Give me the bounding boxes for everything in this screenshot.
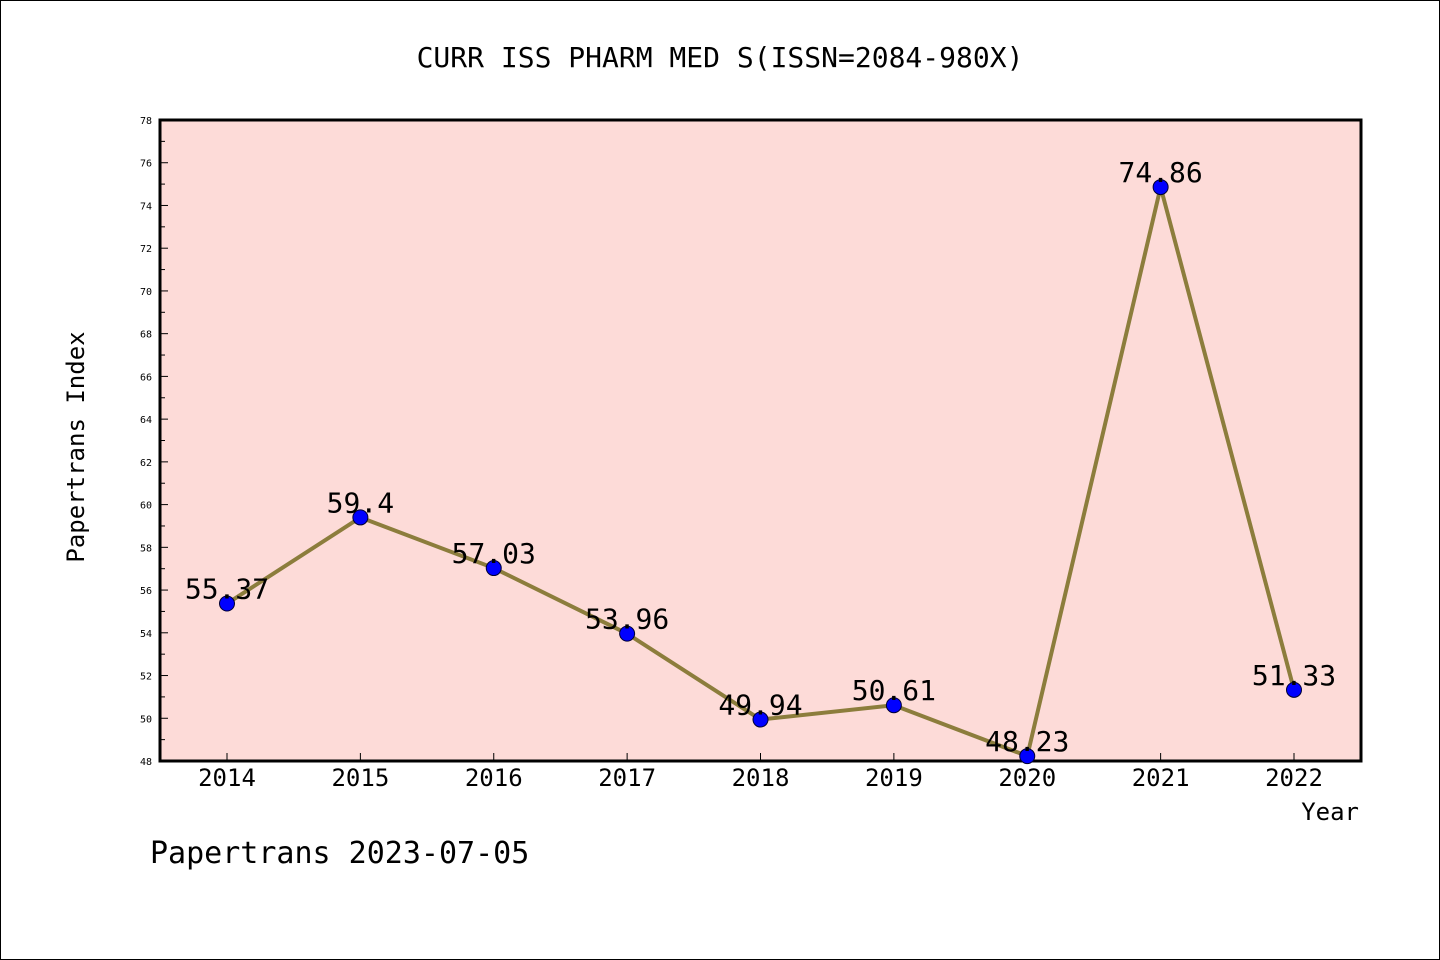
data-label: 48.23 xyxy=(985,725,1069,758)
data-label-layer: 55.37 59.4 57.03 53.96 49.94 50.61 48.23 74.86 5… xyxy=(185,156,1336,758)
y-tick-label: 48 xyxy=(140,757,152,768)
data-point xyxy=(1019,748,1036,765)
y-tick-label: 76 xyxy=(140,159,152,170)
data-label: 50.61 xyxy=(852,674,936,707)
data-label: 57.03 xyxy=(452,537,536,570)
x-axis: 2014 2015 2016 2017 2018 2019 2020 2021 2022 xyxy=(198,753,1323,792)
data-point xyxy=(219,595,235,612)
y-tick-label: 64 xyxy=(140,415,152,426)
x-axis-label: Year xyxy=(1301,798,1359,826)
footer-text: Papertrans 2023-07-05 xyxy=(150,836,529,871)
data-point xyxy=(885,697,902,714)
x-tick-label: 2019 xyxy=(865,764,923,792)
y-tick-label: 60 xyxy=(140,501,152,512)
x-tick-label: 2017 xyxy=(598,764,656,792)
data-label: 53.96 xyxy=(585,603,669,636)
x-tick-label: 2022 xyxy=(1265,764,1323,792)
data-point xyxy=(352,509,369,526)
x-tick-label: 2021 xyxy=(1132,764,1190,792)
x-tick-label: 2014 xyxy=(198,764,256,792)
y-tick-label: 66 xyxy=(140,372,152,383)
data-point xyxy=(752,711,769,728)
data-label: 74.86 xyxy=(1118,156,1202,189)
y-tick-label: 68 xyxy=(140,330,152,341)
data-label: 51.33 xyxy=(1252,659,1336,692)
y-tick-label: 72 xyxy=(140,244,152,255)
data-point xyxy=(485,560,502,577)
x-tick-label: 2016 xyxy=(465,764,523,792)
plot-area xyxy=(158,118,1363,763)
x-tick-label: 2020 xyxy=(998,764,1056,792)
data-point xyxy=(1152,179,1169,196)
y-axis-label: Papertrans Index xyxy=(62,331,90,562)
y-tick-label: 52 xyxy=(140,672,152,683)
y-tick-label: 50 xyxy=(140,714,152,725)
y-tick-label: 56 xyxy=(140,586,152,597)
data-label: 55.37 xyxy=(185,573,269,606)
data-point xyxy=(1286,681,1302,698)
x-tick-label: 2018 xyxy=(732,764,790,792)
x-tick-label: 2015 xyxy=(331,764,389,792)
data-label: 59.4 xyxy=(327,486,394,519)
chart-title: CURR ISS PHARM MED S(ISSN=2084-980X) xyxy=(417,41,1024,74)
y-axis: 48 50 52 54 56 58 60 62 64 66 68 70 72 74 76 78 xyxy=(140,116,168,768)
series-layer xyxy=(219,179,1302,765)
y-tick-label: 54 xyxy=(140,629,152,640)
y-tick-label: 70 xyxy=(140,287,152,298)
data-point xyxy=(619,625,636,642)
y-tick-label: 74 xyxy=(140,201,152,212)
y-tick-label: 58 xyxy=(140,543,152,554)
data-label: 49.94 xyxy=(718,689,802,722)
y-tick-label: 62 xyxy=(140,458,152,469)
y-tick-label: 78 xyxy=(140,116,152,127)
